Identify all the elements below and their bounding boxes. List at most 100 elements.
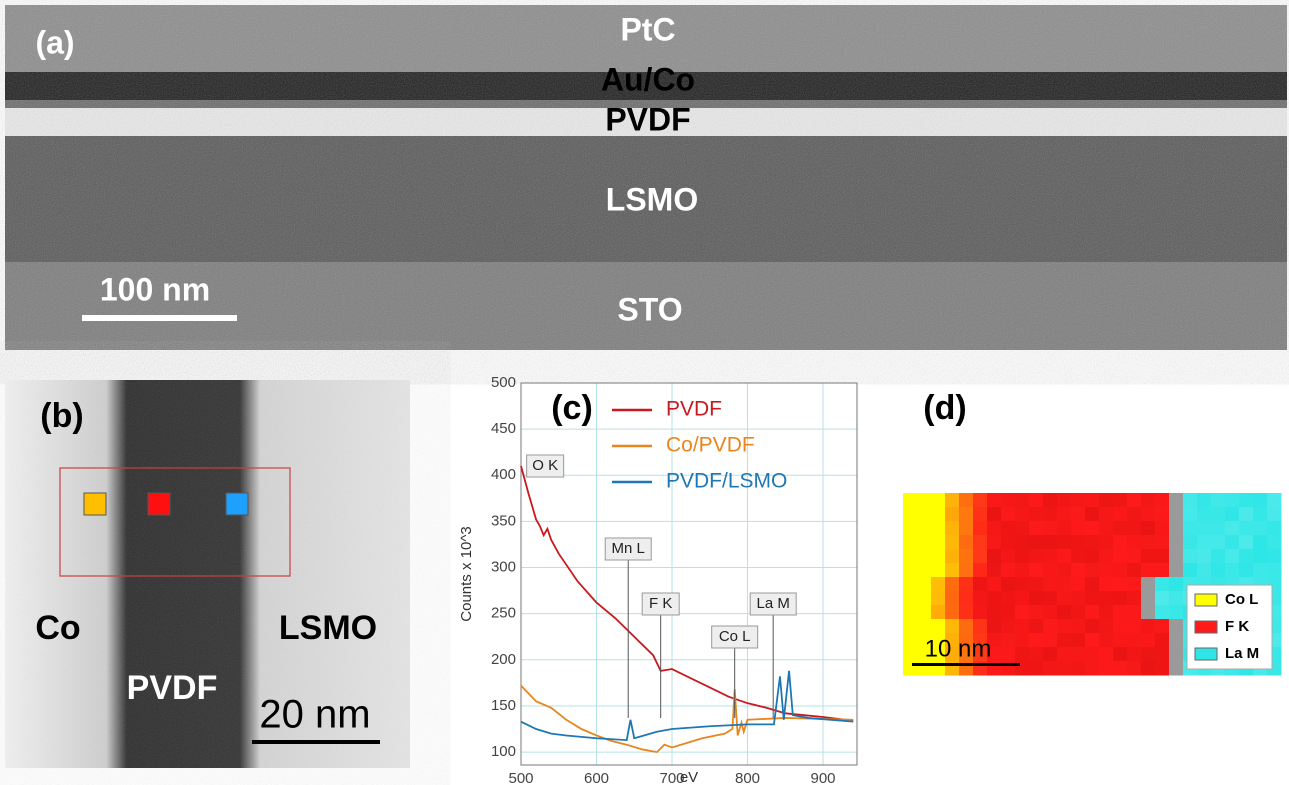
map-pixel xyxy=(973,493,988,508)
map-pixel xyxy=(1155,661,1170,676)
plot-area xyxy=(521,383,857,765)
map-pixel xyxy=(903,605,918,620)
map-pixel xyxy=(917,577,932,592)
plot-frame xyxy=(520,382,858,766)
region-label: Co xyxy=(35,609,80,647)
panel-label: (b) xyxy=(40,397,83,435)
legend-label: F K xyxy=(1225,618,1249,635)
map-pixel xyxy=(903,507,918,522)
map-pixel xyxy=(1155,605,1170,620)
roi-square xyxy=(147,492,171,516)
map-pixel xyxy=(945,619,960,634)
map-pixel xyxy=(1043,591,1058,606)
map-pixel xyxy=(1239,549,1254,564)
map-pixel xyxy=(1043,493,1058,508)
map-pixel xyxy=(1001,507,1016,522)
map-pixel xyxy=(1043,661,1058,676)
map-pixel xyxy=(987,507,1002,522)
map-pixel xyxy=(1169,563,1184,578)
map-pixel xyxy=(1155,493,1170,508)
legend-label: Co L xyxy=(1225,591,1258,608)
map-pixel xyxy=(931,633,946,648)
map-pixel xyxy=(1029,633,1044,648)
map-pixel xyxy=(931,605,946,620)
roi-square xyxy=(225,492,249,516)
map-pixel xyxy=(1071,577,1086,592)
legend-label: La M xyxy=(1225,645,1259,662)
map-pixel xyxy=(1225,535,1240,550)
scale-label: 100 nm xyxy=(100,271,210,307)
series-line xyxy=(520,670,854,742)
map-pixel xyxy=(1001,493,1016,508)
map-pixel xyxy=(1155,619,1170,634)
map-pixel xyxy=(1267,535,1282,550)
map-pixel xyxy=(1127,535,1142,550)
map-pixel xyxy=(1015,563,1030,578)
map-pixel xyxy=(931,591,946,606)
map-pixel xyxy=(1015,493,1030,508)
map-pixel xyxy=(1127,619,1142,634)
y-tick-label: 400 xyxy=(491,466,516,483)
map-pixel xyxy=(945,605,960,620)
map-pixel xyxy=(931,493,946,508)
map-pixel xyxy=(1127,647,1142,662)
map-pixel xyxy=(945,521,960,536)
map-pixel xyxy=(931,507,946,522)
map-pixel xyxy=(1155,507,1170,522)
map-pixel xyxy=(1043,605,1058,620)
map-pixel xyxy=(1071,605,1086,620)
x-tick-label: 800 xyxy=(735,770,760,785)
map-pixel xyxy=(1085,633,1100,648)
map-pixel xyxy=(917,535,932,550)
map-pixel xyxy=(1155,647,1170,662)
map-pixel xyxy=(1001,563,1016,578)
map-pixel xyxy=(945,633,960,648)
map-pixel xyxy=(1267,549,1282,564)
map-pixel xyxy=(1183,563,1198,578)
map-pixel xyxy=(1043,535,1058,550)
scale-bar xyxy=(82,315,237,321)
map-pixel xyxy=(959,563,974,578)
map-pixel xyxy=(1001,647,1016,662)
map-pixel xyxy=(1071,535,1086,550)
map-pixel xyxy=(1015,633,1030,648)
map-pixel xyxy=(1043,521,1058,536)
annotation-box xyxy=(749,592,797,616)
map-pixel xyxy=(1197,563,1212,578)
map-pixel xyxy=(1113,549,1128,564)
map-pixel xyxy=(1057,521,1072,536)
annotation-box xyxy=(604,537,652,561)
map-pixel xyxy=(1071,521,1086,536)
map-pixel xyxy=(1169,605,1184,620)
annotation-box xyxy=(711,625,759,649)
y-tick-label: 200 xyxy=(491,651,516,668)
map-pixel xyxy=(945,549,960,564)
map-pixel xyxy=(1127,549,1142,564)
map-pixel xyxy=(1099,591,1114,606)
map-pixel xyxy=(1085,647,1100,662)
annotation-label: Mn L xyxy=(612,540,645,557)
map-pixel xyxy=(1155,633,1170,648)
scale-label: 20 nm xyxy=(259,693,370,737)
map-pixel xyxy=(917,563,932,578)
map-pixel xyxy=(903,591,918,606)
map-pixel xyxy=(1197,521,1212,536)
map-pixel xyxy=(1015,521,1030,536)
map-pixel xyxy=(1155,591,1170,606)
roi-box xyxy=(59,467,291,577)
map-pixel xyxy=(1127,633,1142,648)
map-pixel xyxy=(1113,535,1128,550)
map-pixel xyxy=(1155,563,1170,578)
map-pixel xyxy=(1057,619,1072,634)
map-pixel xyxy=(1225,507,1240,522)
map-pixel xyxy=(1071,549,1086,564)
map-pixel xyxy=(1099,493,1114,508)
map-pixel xyxy=(1239,563,1254,578)
map-pixel xyxy=(1211,507,1226,522)
map-pixel xyxy=(1113,563,1128,578)
map-pixel xyxy=(1099,633,1114,648)
map-pixel xyxy=(987,521,1002,536)
map-pixel xyxy=(1029,647,1044,662)
map-pixel xyxy=(959,549,974,564)
map-pixel xyxy=(1015,619,1030,634)
